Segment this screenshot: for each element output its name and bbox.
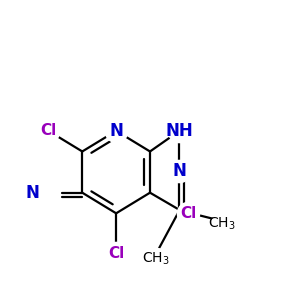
Text: CH$_3$: CH$_3$: [208, 215, 236, 232]
Text: Cl: Cl: [40, 123, 56, 138]
Text: Cl: Cl: [180, 206, 196, 221]
Text: N: N: [25, 184, 39, 202]
Text: N: N: [109, 122, 123, 140]
Text: NH: NH: [166, 122, 193, 140]
Text: Cl: Cl: [108, 246, 124, 261]
Text: CH$_3$: CH$_3$: [142, 251, 170, 267]
Text: N: N: [172, 162, 186, 180]
